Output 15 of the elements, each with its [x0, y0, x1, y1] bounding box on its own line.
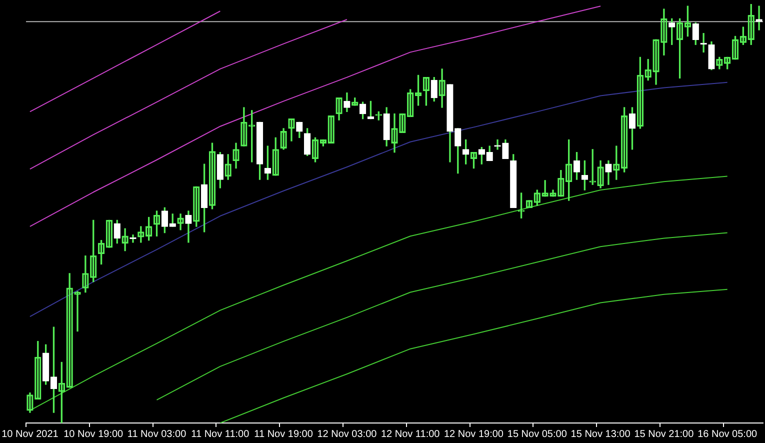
- x-tick-label: 10 Nov 19:00: [64, 428, 124, 440]
- x-tick-label: 16 Nov 05:00: [698, 428, 758, 440]
- x-tick-label: 12 Nov 11:00: [380, 428, 440, 440]
- x-tick-label: 15 Nov 05:00: [507, 428, 568, 440]
- x-tick-label: 12 Nov 03:00: [317, 428, 378, 440]
- x-tick-label: 10 Nov 2021: [2, 428, 59, 440]
- x-tick-label: 11 Nov 11:00: [191, 428, 250, 440]
- x-tick-label: 15 Nov 21:00: [634, 428, 694, 440]
- candlestick: [399, 113, 406, 133]
- x-tick-label: 11 Nov 19:00: [254, 428, 314, 440]
- x-tick-label: 15 Nov 13:00: [570, 428, 631, 440]
- x-tick-label: 11 Nov 03:00: [127, 428, 187, 440]
- candlestick: [756, 6, 762, 30]
- candlestick: [494, 139, 501, 150]
- x-tick-label: 12 Nov 19:00: [444, 428, 504, 440]
